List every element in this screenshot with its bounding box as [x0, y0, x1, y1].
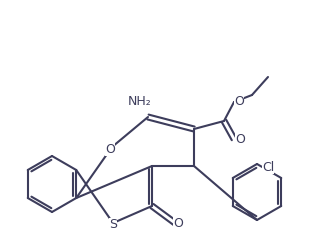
Text: O: O — [234, 95, 244, 108]
Text: S: S — [109, 218, 117, 230]
Text: Cl: Cl — [262, 161, 274, 174]
Text: NH₂: NH₂ — [128, 95, 152, 108]
Text: O: O — [173, 217, 183, 230]
Text: O: O — [105, 143, 115, 156]
Text: O: O — [235, 133, 245, 146]
